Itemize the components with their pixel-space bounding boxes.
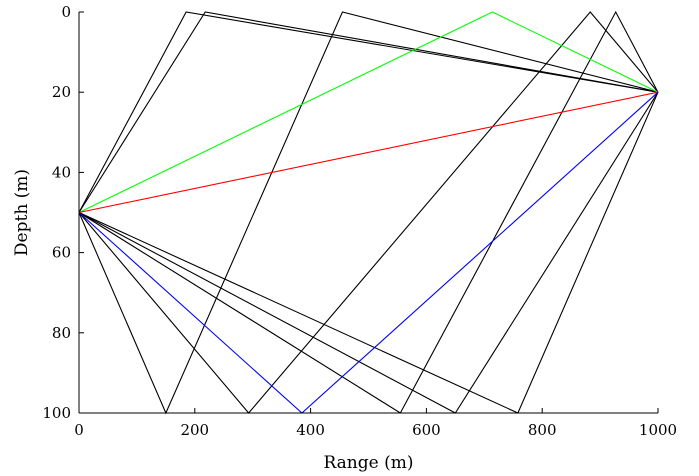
ticks-group: 0 200 400 600 800 1000 0 20 40 60 80 100 <box>42 3 677 439</box>
ray-path-1 <box>78 11 659 213</box>
x-tick-label: 200 <box>180 421 209 439</box>
axes-group <box>78 12 658 414</box>
ray-path-8 <box>78 11 659 213</box>
y-axis-label: Depth (m) <box>12 169 32 256</box>
x-tick-label: 600 <box>412 421 441 439</box>
rays-group <box>78 10 659 415</box>
y-tick-label: 100 <box>42 404 71 422</box>
x-tick-label: 800 <box>528 421 557 439</box>
ray-path-4 <box>78 11 659 414</box>
y-tick-label: 0 <box>61 3 71 21</box>
ray-path-3 <box>78 11 659 415</box>
y-tick-label: 80 <box>52 324 71 342</box>
x-tick-label: 0 <box>74 421 84 439</box>
y-tick-label: 60 <box>52 244 71 262</box>
ray-path-2 <box>78 11 659 213</box>
y-tick-label: 40 <box>52 163 71 181</box>
ray-path-5 <box>78 10 659 414</box>
x-axis-label: Range (m) <box>323 453 413 473</box>
x-tick-label: 1000 <box>639 421 677 439</box>
x-tick-label: 400 <box>296 421 325 439</box>
ray-path-7 <box>78 91 659 414</box>
y-tick-label: 20 <box>52 83 71 101</box>
ray-path-9 <box>78 91 659 214</box>
